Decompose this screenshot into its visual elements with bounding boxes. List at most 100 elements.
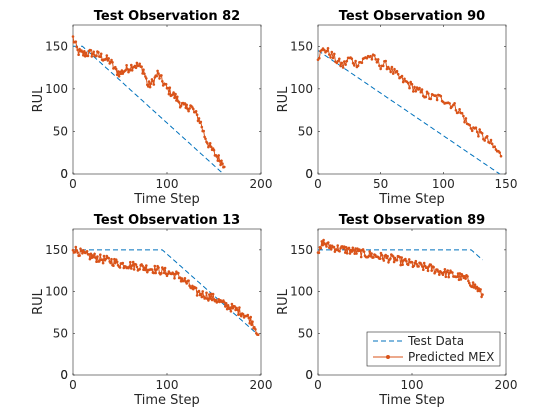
predicted-mex-marker: [408, 86, 411, 90]
predicted-mex-marker: [432, 265, 435, 269]
x-axis-label: Time Step: [378, 192, 445, 207]
predicted-mex-marker: [386, 254, 389, 258]
predicted-mex-marker: [448, 102, 451, 105]
predicted-mex-marker: [328, 244, 332, 247]
predicted-mex-marker: [130, 264, 134, 267]
legend-pred-label: Predicted MEX: [408, 350, 494, 364]
predicted-mex-marker: [145, 77, 148, 80]
predicted-mex-marker: [74, 245, 78, 249]
predicted-mex-marker: [179, 279, 183, 283]
predicted-mex-marker: [493, 145, 497, 148]
predicted-mex-marker: [455, 275, 459, 279]
predicted-mex-marker: [182, 279, 186, 282]
predicted-mex-marker: [107, 57, 110, 60]
predicted-mex-marker: [112, 264, 115, 268]
predicted-mex-marker: [217, 154, 220, 157]
x-tick-label: 200: [250, 378, 273, 392]
predicted-mex-marker: [414, 259, 418, 263]
predicted-mex-marker: [187, 109, 190, 113]
predicted-mex-marker: [429, 97, 433, 101]
legend-test-label: Test Data: [407, 334, 464, 348]
predicted-mex-marker: [348, 252, 352, 255]
predicted-mex-marker: [251, 320, 254, 324]
predicted-mex-marker: [324, 243, 327, 246]
predicted-mex-marker: [161, 80, 164, 83]
predicted-mex-marker: [134, 263, 138, 266]
predicted-mex-marker: [319, 246, 323, 250]
predicted-mex-marker: [199, 292, 203, 296]
predicted-mex-marker: [109, 261, 112, 265]
predicted-mex-marker: [205, 291, 208, 295]
predicted-mex-marker: [114, 67, 118, 71]
predicted-mex-marker: [412, 90, 415, 93]
predicted-mex-marker: [351, 61, 355, 65]
y-tick-label: 150: [45, 243, 68, 257]
predicted-mex-marker: [148, 85, 152, 89]
predicted-mex-marker: [128, 265, 131, 269]
predicted-mex-marker: [453, 102, 456, 105]
y-tick-label: 100: [290, 82, 313, 96]
predicted-mex-marker: [350, 250, 354, 253]
predicted-mex-marker: [138, 62, 141, 66]
predicted-mex-marker: [406, 263, 410, 267]
predicted-mex-marker: [249, 315, 252, 319]
predicted-mex-marker: [230, 302, 234, 306]
predicted-mex-marker: [208, 297, 212, 300]
predicted-mex-marker: [240, 314, 243, 318]
predicted-mex-marker: [460, 111, 464, 115]
predicted-mex-marker: [156, 69, 159, 73]
predicted-mex-marker: [471, 281, 475, 284]
predicted-mex-marker: [498, 151, 502, 154]
predicted-mex-marker: [499, 154, 503, 158]
legend-box: [366, 331, 501, 367]
predicted-mex-marker: [208, 144, 211, 147]
predicted-mex-marker: [403, 77, 406, 81]
predicted-mex-marker: [336, 59, 340, 63]
axes-box: [72, 228, 262, 376]
predicted-mex-marker: [195, 113, 199, 116]
x-tick-label: 0: [69, 378, 77, 392]
predicted-mex-marker: [344, 246, 348, 249]
predicted-mex-marker: [111, 61, 114, 64]
predicted-mex-marker: [413, 85, 416, 89]
predicted-mex-marker: [164, 82, 168, 86]
predicted-mex-marker: [238, 306, 241, 309]
predicted-mex-marker: [157, 72, 160, 75]
predicted-mex-marker: [154, 271, 157, 275]
predicted-mex-marker: [384, 253, 388, 257]
predicted-mex-marker: [429, 263, 433, 267]
predicted-mex-marker: [138, 267, 141, 271]
predicted-mex-marker: [233, 305, 236, 308]
predicted-mex-marker: [336, 244, 340, 247]
predicted-mex-marker: [188, 107, 191, 110]
predicted-mex-marker: [98, 260, 101, 263]
predicted-mex-marker: [173, 96, 176, 100]
predicted-mex-marker: [214, 298, 218, 302]
predicted-mex-marker: [86, 54, 90, 58]
predicted-mex-marker: [231, 306, 235, 310]
predicted-mex-marker: [256, 333, 260, 337]
predicted-mex-marker: [81, 252, 84, 255]
x-tick-label: 100: [401, 378, 424, 392]
x-axis-label: Time Step: [133, 393, 200, 408]
predicted-mex-marker: [129, 68, 132, 72]
predicted-mex-marker: [202, 295, 205, 298]
predicted-mex-marker: [76, 251, 79, 254]
predicted-mex-marker: [149, 82, 153, 85]
predicted-mex-marker: [352, 249, 356, 252]
x-tick-label: 100: [156, 177, 179, 191]
predicted-mex-marker: [442, 271, 446, 274]
predicted-mex-marker: [204, 137, 207, 141]
predicted-mex-marker: [338, 57, 341, 61]
predicted-mex-marker: [155, 268, 158, 271]
predicted-mex-marker: [127, 70, 130, 74]
y-tick-label: 0: [305, 167, 313, 181]
predicted-mex-marker: [410, 82, 414, 86]
predicted-mex-marker: [143, 266, 146, 270]
predicted-mex-marker: [361, 248, 365, 251]
predicted-mex-marker: [481, 293, 484, 296]
predicted-mex-marker: [130, 63, 133, 67]
predicted-mex-marker: [152, 271, 156, 275]
predicted-mex-marker: [234, 308, 237, 312]
